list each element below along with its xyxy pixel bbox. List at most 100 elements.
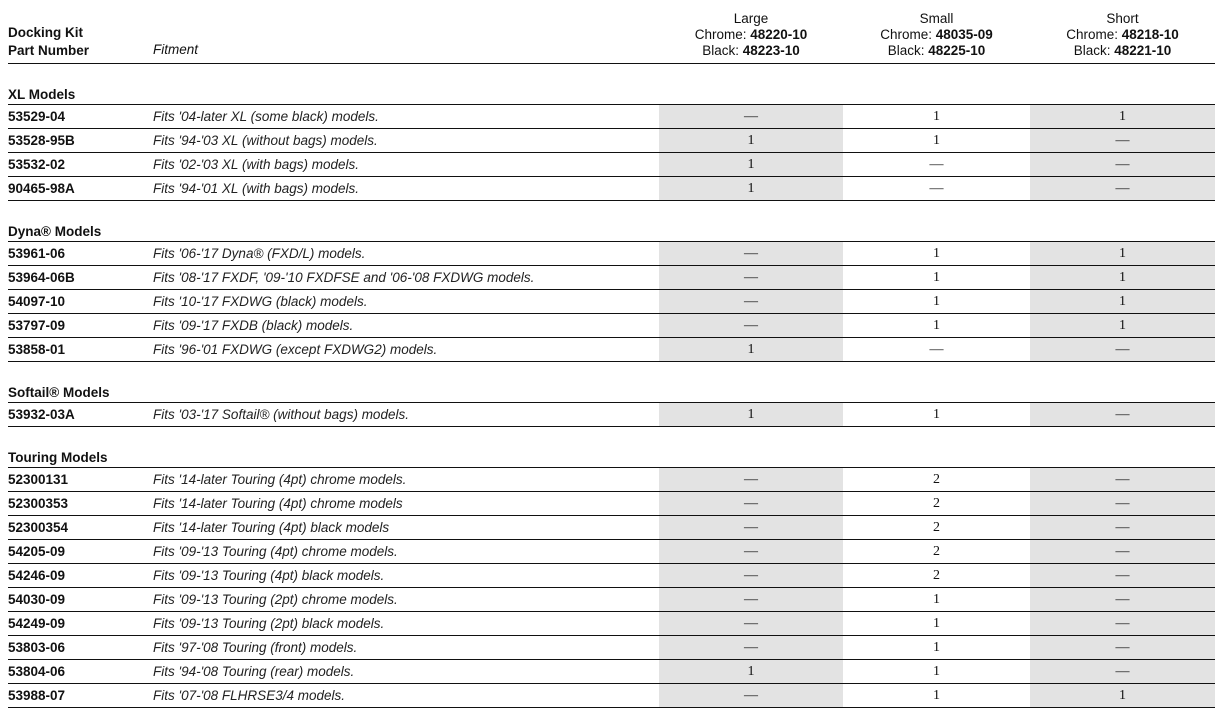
table-row: 53961-06 Fits '06-'17 Dyna® (FXD/L) model… bbox=[8, 242, 1215, 266]
table-row: 52300354 Fits '14-later Touring (4pt) bla… bbox=[8, 516, 1215, 540]
large-quantity: 1 bbox=[659, 403, 843, 426]
part-number: 90465-98A bbox=[8, 181, 75, 196]
chrome-label: Chrome: bbox=[880, 27, 932, 42]
table-row: 53988-07 Fits '07-'08 FLHRSE3/4 models. — 1… bbox=[8, 684, 1215, 708]
chrome-part-number: 48035-09 bbox=[935, 27, 993, 42]
small-quantity: 2 bbox=[933, 471, 940, 487]
black-part: Black: 48221-10 bbox=[1030, 43, 1215, 59]
large-quantity: — bbox=[659, 516, 843, 539]
part-number: 53858-01 bbox=[8, 342, 66, 357]
small-quantity: 2 bbox=[933, 519, 940, 535]
table-row: 52300131 Fits '14-later Touring (4pt) chr… bbox=[8, 468, 1215, 492]
part-number: 54205-09 bbox=[8, 544, 66, 559]
table-row: 90465-98A Fits '94-'01 XL (with bags) mod… bbox=[8, 177, 1215, 201]
part-number: 53988-07 bbox=[8, 688, 66, 703]
chrome-part: Chrome: 48035-09 bbox=[843, 27, 1030, 43]
chrome-label: Chrome: bbox=[1066, 27, 1118, 42]
short-quantity: — bbox=[1030, 338, 1215, 361]
chrome-part: Chrome: 48218-10 bbox=[1030, 27, 1215, 43]
fitment: Fits '09-'13 Touring (2pt) chrome models… bbox=[153, 592, 398, 607]
large-quantity: — bbox=[659, 636, 843, 659]
part-number: 52300131 bbox=[8, 472, 69, 487]
fitment: Fits '94-'08 Touring (rear) models. bbox=[153, 664, 355, 679]
chrome-part: Chrome: 48220-10 bbox=[659, 27, 843, 43]
small-quantity: — bbox=[929, 180, 944, 196]
fitment: Fits '14-later Touring (4pt) chrome mode… bbox=[153, 496, 403, 511]
fitment: Fits '94-'01 XL (with bags) models. bbox=[153, 181, 359, 196]
small-quantity: 1 bbox=[933, 132, 940, 148]
large-quantity: 1 bbox=[659, 177, 843, 200]
fitment: Fits '10-'17 FXDWG (black) models. bbox=[153, 294, 368, 309]
section-title: Dyna® Models bbox=[8, 201, 1215, 242]
short-quantity: 1 bbox=[1030, 314, 1215, 337]
small-quantity: — bbox=[929, 156, 944, 172]
table-row: 52300353 Fits '14-later Touring (4pt) chr… bbox=[8, 492, 1215, 516]
large-quantity: — bbox=[659, 242, 843, 265]
section-title: Touring Models bbox=[8, 427, 1215, 468]
table-row: 54246-09 Fits '09-'13 Touring (4pt) black… bbox=[8, 564, 1215, 588]
part-number: 53964-06B bbox=[8, 270, 75, 285]
large-quantity: — bbox=[659, 564, 843, 587]
fitment: Fits '09-'17 FXDB (black) models. bbox=[153, 318, 354, 333]
table-row: 54097-10 Fits '10-'17 FXDWG (black) model… bbox=[8, 290, 1215, 314]
table-body: XL Models 53529-04 Fits '04-later XL (some… bbox=[8, 64, 1215, 708]
part-number: 53797-09 bbox=[8, 318, 66, 333]
large-quantity: — bbox=[659, 290, 843, 313]
short-quantity: 1 bbox=[1030, 684, 1215, 707]
large-quantity: — bbox=[659, 468, 843, 491]
short-quantity: 1 bbox=[1030, 105, 1215, 128]
part-number: 53932-03A bbox=[8, 407, 75, 422]
short-column-header: Short Chrome: 48218-10 Black: 48221-10 bbox=[1030, 0, 1215, 63]
small-quantity: 1 bbox=[933, 591, 940, 607]
fitment: Fits '04-later XL (some black) models. bbox=[153, 109, 379, 124]
short-quantity: — bbox=[1030, 153, 1215, 176]
column-name: Short bbox=[1106, 11, 1139, 26]
fitment: Fits '06-'17 Dyna® (FXD/L) models. bbox=[153, 246, 366, 261]
fitment: Fits '96-'01 FXDWG (except FXDWG2) model… bbox=[153, 342, 438, 357]
large-quantity: — bbox=[659, 588, 843, 611]
table-row: 53964-06B Fits '08-'17 FXDF, '09-'10 FXDF… bbox=[8, 266, 1215, 290]
short-quantity: 1 bbox=[1030, 266, 1215, 289]
small-quantity: 2 bbox=[933, 567, 940, 583]
short-quantity: — bbox=[1030, 516, 1215, 539]
fitment: Fits '14-later Touring (4pt) black model… bbox=[153, 520, 390, 535]
part-number: 53532-02 bbox=[8, 157, 66, 172]
table-row: 53858-01 Fits '96-'01 FXDWG (except FXDWG… bbox=[8, 338, 1215, 362]
black-part: Black: 48223-10 bbox=[659, 43, 843, 59]
small-quantity: 1 bbox=[933, 317, 940, 333]
small-quantity: 1 bbox=[933, 269, 940, 285]
small-column-header: Small Chrome: 48035-09 Black: 48225-10 bbox=[843, 0, 1030, 63]
fitment-header: Fitment bbox=[153, 42, 199, 57]
short-quantity: 1 bbox=[1030, 290, 1215, 313]
part-number: 52300354 bbox=[8, 520, 69, 535]
small-quantity: 1 bbox=[933, 293, 940, 309]
fitment: Fits '07-'08 FLHRSE3/4 models. bbox=[153, 688, 345, 703]
small-quantity: 1 bbox=[933, 687, 940, 703]
short-quantity: — bbox=[1030, 588, 1215, 611]
column-name: Large bbox=[733, 11, 769, 26]
fitment: Fits '94-'03 XL (without bags) models. bbox=[153, 133, 378, 148]
table-row: 54249-09 Fits '09-'13 Touring (2pt) black… bbox=[8, 612, 1215, 636]
table-header: Docking Kit Part Number Fitment Large Ch… bbox=[8, 0, 1215, 64]
large-quantity: — bbox=[659, 105, 843, 128]
small-quantity: 1 bbox=[933, 108, 940, 124]
short-quantity: — bbox=[1030, 468, 1215, 491]
table-row: 54030-09 Fits '09-'13 Touring (2pt) chrom… bbox=[8, 588, 1215, 612]
table-row: 53528-95B Fits '94-'03 XL (without bags) … bbox=[8, 129, 1215, 153]
table-row: 53932-03A Fits '03-'17 Softail® (without … bbox=[8, 403, 1215, 427]
chrome-label: Chrome: bbox=[694, 27, 747, 42]
part-number: 53803-06 bbox=[8, 640, 66, 655]
large-quantity: — bbox=[659, 314, 843, 337]
large-quantity: 1 bbox=[659, 129, 843, 152]
short-quantity: — bbox=[1030, 492, 1215, 515]
header-line-2: Part Number bbox=[8, 43, 90, 58]
fitment: Fits '02-'03 XL (with bags) models. bbox=[153, 157, 359, 172]
short-quantity: — bbox=[1030, 177, 1215, 200]
section-title: Softail® Models bbox=[8, 362, 1215, 403]
part-number: 54246-09 bbox=[8, 568, 66, 583]
black-label: Black: bbox=[1073, 43, 1111, 58]
small-quantity: 1 bbox=[933, 663, 940, 679]
large-quantity: 1 bbox=[659, 660, 843, 683]
table-row: 53797-09 Fits '09-'17 FXDB (black) models… bbox=[8, 314, 1215, 338]
part-number: 53804-06 bbox=[8, 664, 66, 679]
